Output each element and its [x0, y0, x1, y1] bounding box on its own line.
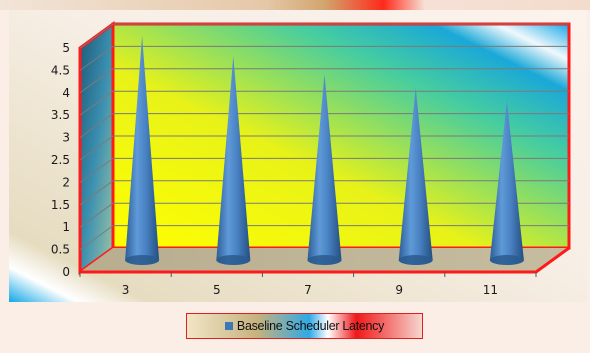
x-tick-label-2: 7: [304, 283, 312, 297]
gridline-side-2: [79, 202, 114, 228]
y-tick-label-8: 4: [62, 86, 70, 100]
x-tick-label-3: 9: [395, 283, 403, 297]
y-tick-label-4: 2: [62, 175, 70, 189]
gridline-side-1: [79, 225, 114, 251]
y-tick-label-7: 3.5: [51, 108, 70, 122]
gridlines: [79, 23, 569, 251]
x-tick-label-1: 5: [213, 283, 221, 297]
gridline-side-7: [79, 90, 114, 116]
top-strip: [0, 0, 590, 10]
cone-4: [489, 100, 524, 266]
y-tick-label-0: 0: [62, 265, 70, 279]
x-axis-tick-marks: [79, 272, 537, 277]
y-tick-label-10: 5: [62, 41, 70, 55]
gridline-side-9: [79, 45, 114, 71]
x-tick-label-0: 3: [122, 283, 130, 297]
y-tick-label-2: 1: [62, 220, 70, 234]
gridline-side-6: [79, 113, 114, 139]
y-tick-label-3: 1.5: [51, 198, 70, 212]
y-tick-label-6: 3: [62, 131, 70, 145]
y-axis-tick-labels: 0 0.5 1 1.5 2 2.5 3 3.5 4 4.5 5: [51, 41, 70, 279]
cones: [125, 36, 524, 266]
gridline-side-10: [79, 23, 114, 49]
cone-0: [125, 36, 160, 265]
x-axis-tick-labels: 3 5 7 9 11: [122, 283, 498, 297]
gridline-side-8: [79, 68, 114, 94]
gridline-side-5: [79, 135, 114, 161]
cone-1: [216, 56, 251, 265]
gridline-side-3: [79, 180, 114, 206]
y-tick-label-9: 4.5: [51, 63, 70, 77]
legend: Baseline Scheduler Latency: [186, 313, 423, 339]
x-tick-label-4: 11: [483, 283, 498, 297]
cone-2: [307, 74, 342, 265]
y-tick-label-1: 0.5: [51, 243, 70, 257]
legend-swatch: [224, 322, 233, 330]
y-tick-label-5: 2.5: [51, 153, 70, 167]
gridline-side-4: [79, 157, 114, 183]
cone-3: [398, 87, 433, 266]
legend-label: Baseline Scheduler Latency: [236, 319, 385, 333]
